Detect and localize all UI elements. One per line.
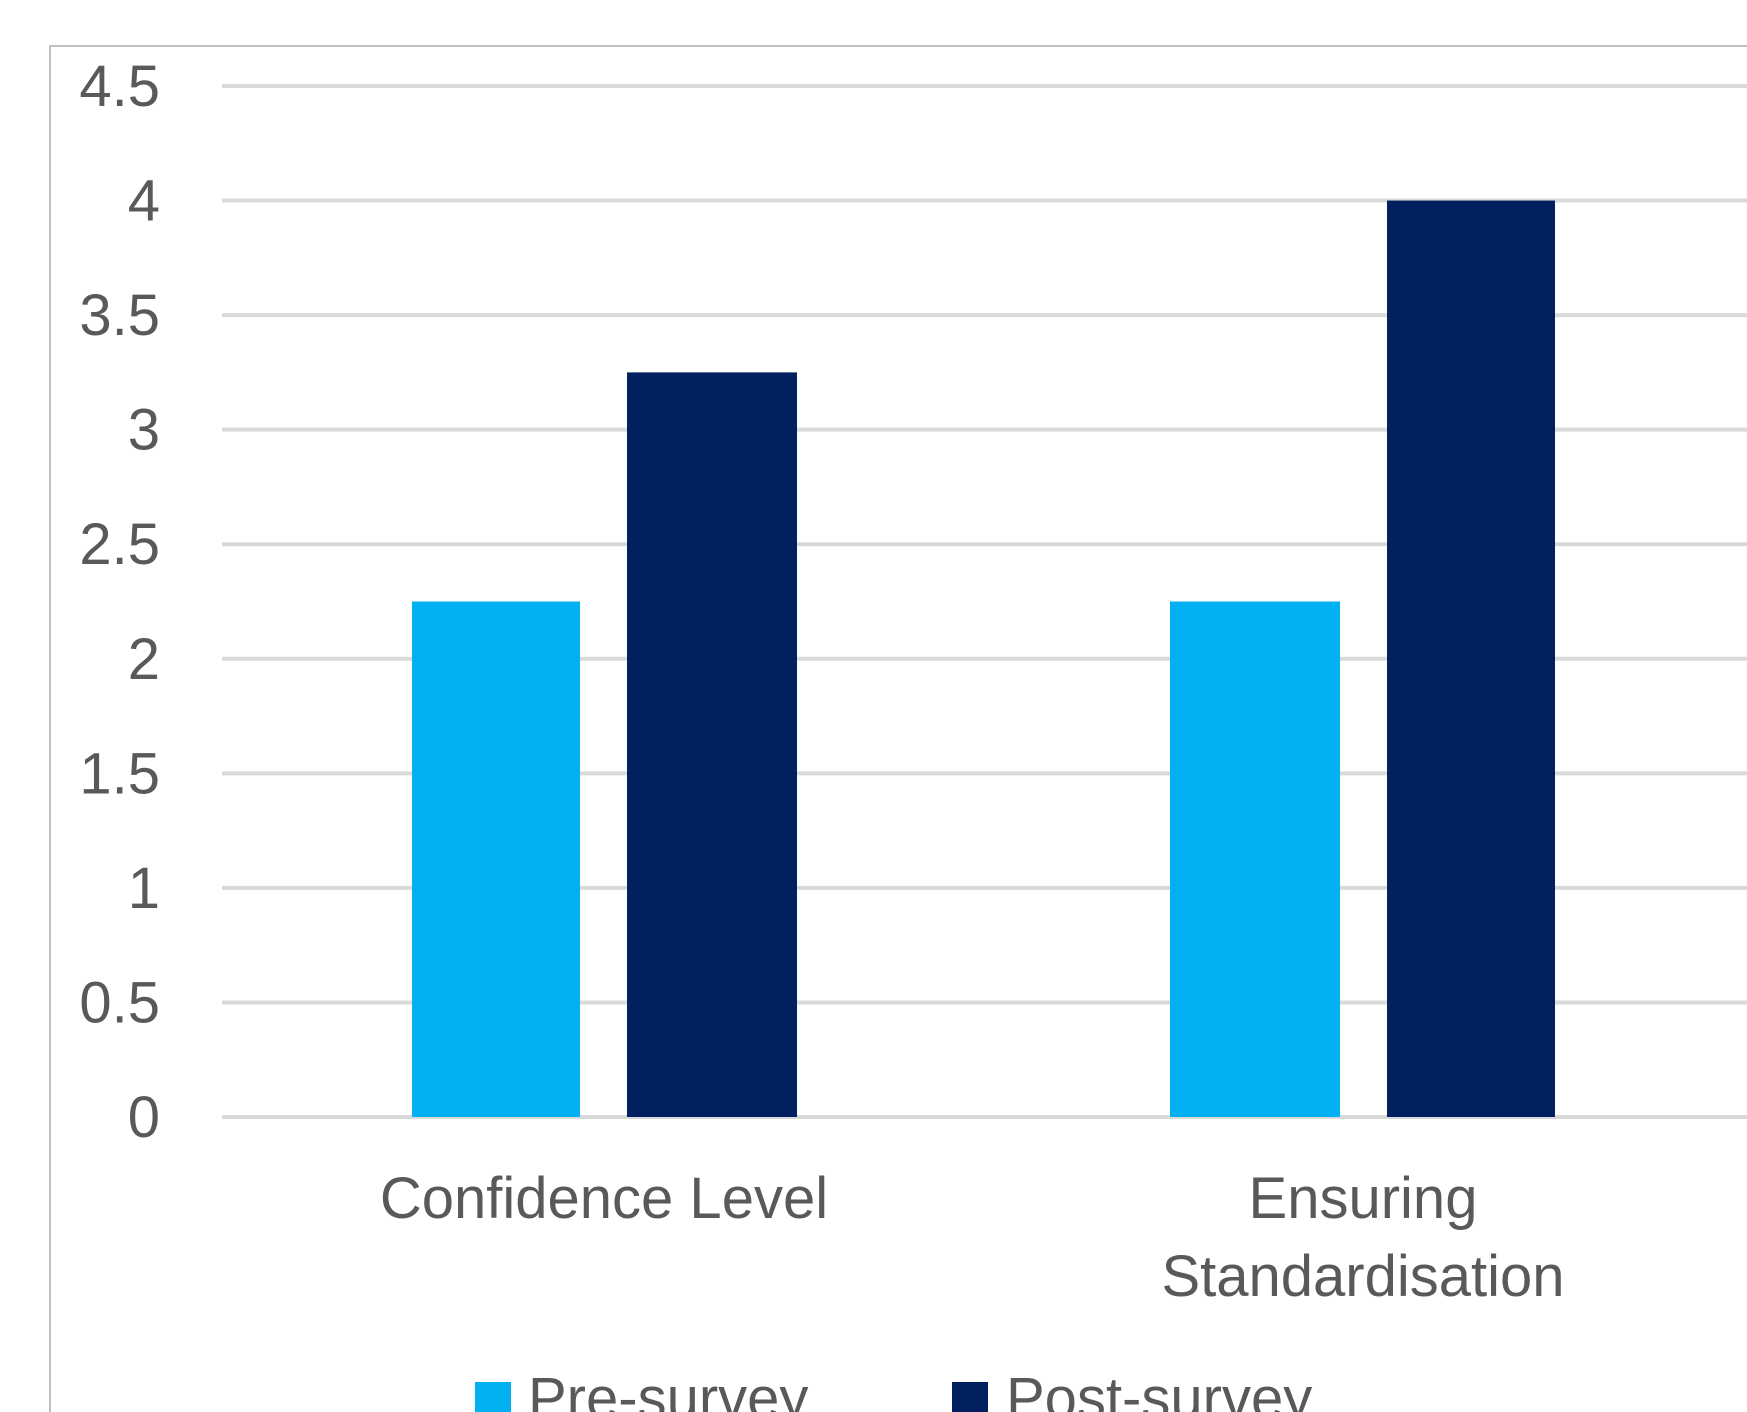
y-tick-label: 2 bbox=[128, 627, 160, 692]
y-tick-label: 3.5 bbox=[79, 283, 160, 348]
legend-swatch-post-survey bbox=[952, 1382, 988, 1412]
y-tick-label: 2.5 bbox=[79, 512, 160, 577]
x-category-label: Standardisation bbox=[1161, 1244, 1564, 1309]
y-tick-label: 4 bbox=[128, 169, 160, 234]
x-axis-category-labels: Confidence Level Ensuring Standardisation bbox=[380, 1166, 1565, 1309]
x-category-label: Ensuring bbox=[1249, 1166, 1478, 1231]
bar-pre-survey-1 bbox=[1170, 601, 1340, 1117]
x-category-label: Confidence Level bbox=[380, 1166, 828, 1231]
bar-post-survey-0 bbox=[627, 372, 797, 1117]
y-tick-label: 0 bbox=[128, 1085, 160, 1150]
bars bbox=[412, 200, 1555, 1118]
y-tick-label: 1 bbox=[128, 856, 160, 921]
y-axis-tick-labels: 0 0.5 1 1.5 2 2.5 3 3.5 4 4.5 bbox=[79, 54, 160, 1150]
y-tick-label: 0.5 bbox=[79, 970, 160, 1035]
y-tick-label: 3 bbox=[128, 398, 160, 463]
legend: Pre-survey Post-survey bbox=[475, 1366, 1312, 1412]
y-tick-label: 4.5 bbox=[79, 54, 160, 119]
bar-post-survey-1 bbox=[1387, 200, 1555, 1118]
y-tick-label: 1.5 bbox=[79, 741, 160, 806]
legend-swatch-pre-survey bbox=[475, 1382, 511, 1412]
bar-pre-survey-0 bbox=[412, 601, 580, 1117]
legend-label: Post-survey bbox=[1006, 1366, 1312, 1412]
legend-label: Pre-survey bbox=[528, 1366, 808, 1412]
